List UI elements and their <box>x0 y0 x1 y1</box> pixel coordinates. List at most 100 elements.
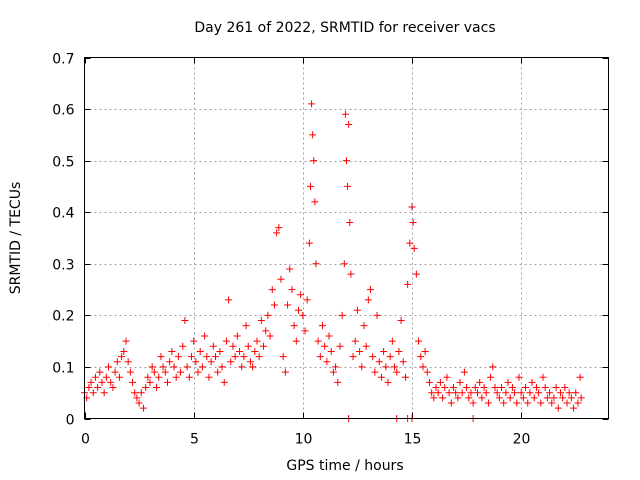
data-point <box>447 399 455 407</box>
data-point <box>131 389 139 397</box>
data-point <box>225 296 233 304</box>
data-point <box>367 286 375 294</box>
data-point <box>242 322 250 330</box>
data-point <box>515 373 523 381</box>
chart-title: Day 261 of 2022, SRMTID for receiver vac… <box>194 20 495 36</box>
data-point <box>238 363 246 371</box>
data-point <box>118 353 126 361</box>
data-point <box>443 373 451 381</box>
data-point <box>373 311 381 319</box>
data-point <box>353 306 361 314</box>
data-point <box>309 131 317 139</box>
data-point <box>572 389 580 397</box>
data-point <box>255 353 263 361</box>
data-point <box>526 389 534 397</box>
data-point <box>343 157 350 165</box>
y-tick-label: 0.6 <box>52 103 74 119</box>
data-point <box>371 368 379 376</box>
x-axis-title: GPS time / hours <box>286 458 403 474</box>
data-point <box>417 353 425 361</box>
data-point <box>133 394 141 402</box>
data-point <box>120 347 128 355</box>
data-point <box>262 327 270 335</box>
data-point <box>528 378 536 386</box>
data-point <box>332 363 340 371</box>
data-point <box>498 384 506 392</box>
y-axis-title: SRMTID / TECUs <box>8 182 24 295</box>
data-point <box>346 219 354 227</box>
data-point <box>240 353 248 361</box>
data-point <box>491 384 499 392</box>
data-point <box>174 353 182 361</box>
data-point <box>299 311 307 319</box>
data-point <box>358 363 366 371</box>
data-point <box>312 260 320 268</box>
tick-layer: 0 0.1 0.2 0.3 0.4 0.5 0.6 0.7 0 5 10 15 20 <box>52 52 609 448</box>
data-point <box>150 368 158 376</box>
data-point <box>286 265 294 273</box>
data-point <box>524 399 532 407</box>
data-point <box>439 394 447 402</box>
data-point <box>504 378 512 386</box>
data-point <box>168 347 176 355</box>
y-tick-label: 0.5 <box>52 155 74 171</box>
data-point <box>251 347 259 355</box>
data-point <box>236 347 244 355</box>
data-point <box>432 384 440 392</box>
data-point <box>543 394 551 402</box>
data-point <box>227 358 235 366</box>
data-point <box>441 384 449 392</box>
data-point <box>314 337 322 345</box>
data-point <box>218 363 226 371</box>
data-point <box>222 337 230 345</box>
data-point <box>391 363 399 371</box>
data-point <box>177 368 185 376</box>
data-point <box>111 368 119 376</box>
data-point <box>159 363 167 371</box>
x-tick-label: 0 <box>81 432 90 448</box>
data-point <box>502 389 510 397</box>
data-point <box>187 353 195 361</box>
data-point <box>327 347 335 355</box>
data-point <box>205 373 213 381</box>
data-point <box>428 389 436 397</box>
data-point <box>480 384 488 392</box>
data-point <box>107 378 115 386</box>
data-point <box>471 384 479 392</box>
data-point <box>148 363 156 371</box>
data-point <box>399 358 407 366</box>
data-point <box>336 342 344 350</box>
data-point <box>508 384 516 392</box>
data-point <box>268 286 276 294</box>
data-point <box>126 368 134 376</box>
data-point <box>124 358 132 366</box>
data-point <box>362 342 370 350</box>
data-point <box>196 347 204 355</box>
y-tick-label: 0.1 <box>52 361 74 377</box>
data-point <box>310 157 318 165</box>
data-point <box>565 389 573 397</box>
data-point <box>203 353 211 361</box>
data-point <box>535 389 543 397</box>
x-tick-label: 5 <box>190 432 199 448</box>
data-point <box>266 332 274 340</box>
data-point <box>122 337 130 345</box>
y-tick-label: 0.7 <box>52 52 74 68</box>
data-point <box>452 389 460 397</box>
data-point <box>449 384 457 392</box>
data-point <box>305 239 313 247</box>
data-point <box>412 270 420 278</box>
data-point <box>303 296 311 304</box>
data-point <box>144 373 152 381</box>
y-tick-label: 0.3 <box>52 258 74 274</box>
data-point <box>517 389 525 397</box>
data-point <box>214 368 222 376</box>
data-point <box>192 358 200 366</box>
data-point <box>183 363 191 371</box>
data-point <box>161 368 169 376</box>
data-point <box>290 322 298 330</box>
data-point <box>85 384 93 392</box>
data-point <box>113 358 121 366</box>
data-point <box>246 358 254 366</box>
data-point <box>404 280 412 288</box>
